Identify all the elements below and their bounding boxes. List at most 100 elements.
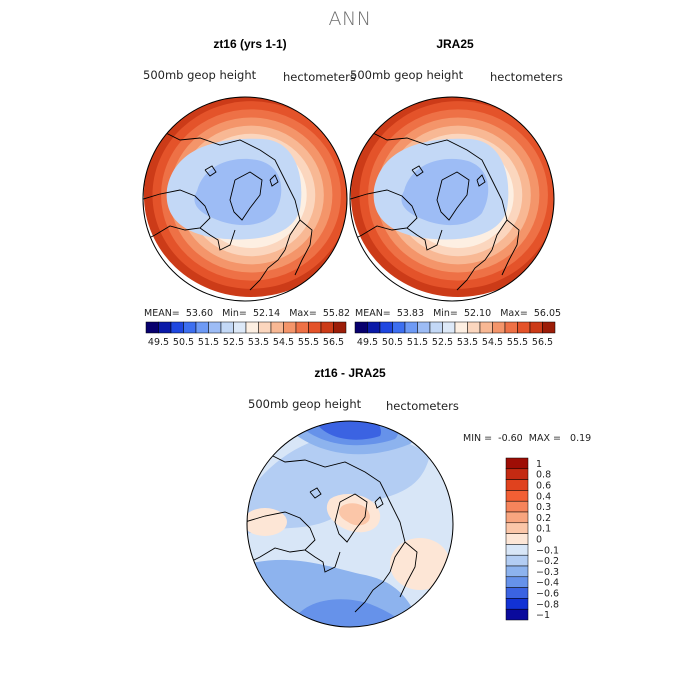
coastline <box>411 165 424 177</box>
coastline <box>159 129 301 251</box>
panel1-colorbar-tick: 51.5 <box>198 337 219 348</box>
coastline <box>334 493 368 543</box>
panel3-colorbar-tick: −0.1 <box>536 545 559 556</box>
panel3-colorbar-tick: 0.4 <box>536 491 551 502</box>
panel2-colorbar-cell <box>429 321 443 334</box>
panel3-colorbar-tick: −0.6 <box>536 589 559 600</box>
coastline <box>399 541 418 598</box>
panel3-colorbar-cell <box>505 511 529 524</box>
panel2-mean-label: MEAN= <box>355 308 391 319</box>
panel2-map-border <box>349 96 555 302</box>
coastline <box>199 227 236 251</box>
coastline <box>204 165 217 177</box>
panel3-colorbar-cell <box>505 565 529 578</box>
panel3-colorbar-cell <box>505 500 529 513</box>
panel3-min-value: -0.60 <box>498 433 523 444</box>
panel1-colorbar: 49.5 50.5 51.5 52.5 53.5 54.5 55.5 56.5 <box>145 321 347 348</box>
panel2-colorbar-tick: 49.5 <box>357 337 378 348</box>
panel2-colorbar-tick: 52.5 <box>432 337 453 348</box>
coastline <box>350 189 418 241</box>
panel2-units-label: hectometers <box>490 70 563 84</box>
panel1-colorbar-tick: 53.5 <box>248 337 269 348</box>
panel3-colorbar: 10.80.60.40.30.20.10−0.1−0.2−0.3−0.4−0.6… <box>505 457 559 621</box>
contour-band <box>247 508 287 536</box>
coastline <box>436 171 470 221</box>
panel1-stats: MEAN= 53.60 Min= 52.14 Max= 55.82 <box>144 308 350 319</box>
panel3-colorbar-tick: 1 <box>536 459 542 470</box>
coastline <box>354 571 391 613</box>
panel3-colorbar-cell <box>505 522 529 534</box>
panel1-colorbar-cell <box>258 321 272 334</box>
panel2-colorbar-tick: 54.5 <box>482 337 503 348</box>
panel1-field-label: 500mb geop height <box>143 68 257 82</box>
panel3-colorbar-cell <box>505 468 529 480</box>
panel3-colorbar-cell <box>505 587 529 599</box>
panel2-colorbar-tick: 51.5 <box>407 337 428 348</box>
panel1-title: zt16 (yrs 1-1) <box>213 37 287 51</box>
panel2-colorbar-cell <box>379 321 393 334</box>
panel2-colorbar-cell <box>504 321 518 334</box>
panel2-colorbar-cell <box>367 321 381 334</box>
panel2-colorbar-cell <box>492 321 506 334</box>
panel2-colorbar-cell <box>442 321 456 334</box>
coastline <box>374 496 384 509</box>
contour-band <box>315 421 381 440</box>
panel3-colorbar-cell <box>505 479 529 491</box>
panel1-colorbar-cell <box>158 321 172 334</box>
panel2-colorbar-cell <box>404 321 418 334</box>
panel1-map <box>143 97 347 297</box>
panel1-colorbar-cell <box>295 321 309 334</box>
panel2-colorbar-tick: 50.5 <box>382 337 403 348</box>
panel1-colorbar-cell <box>245 321 259 334</box>
coastline <box>294 219 313 276</box>
panel2-colorbar-cell <box>354 321 368 334</box>
panel1-colorbar-cell <box>183 321 197 334</box>
panel3-stats: MIN = -0.60 MAX = 0.19 <box>463 433 591 444</box>
contour-band <box>401 158 489 226</box>
panel3-map <box>247 421 453 627</box>
panel3-colorbar-tick: 0.8 <box>536 470 551 481</box>
panel3-max-value: 0.19 <box>570 433 592 444</box>
panel1-colorbar-tick: 52.5 <box>223 337 244 348</box>
panel2-stats: MEAN= 53.83 Min= 52.10 Max= 56.05 <box>355 308 561 319</box>
panel1-min-value: 52.14 <box>252 308 281 319</box>
panel1-colorbar-tick: 56.5 <box>323 337 344 348</box>
panel3-colorbar-cell <box>505 554 529 567</box>
coastline <box>456 249 493 291</box>
coastline <box>406 227 443 251</box>
panel3-colorbar-cell <box>505 598 529 610</box>
panel2-colorbar-cell <box>542 321 556 334</box>
panel1-min-label: Min= <box>222 308 247 319</box>
coastline <box>309 487 322 499</box>
panel2-colorbar: 49.5 50.5 51.5 52.5 53.5 54.5 55.5 56.5 <box>354 321 556 348</box>
contour-band <box>390 538 450 590</box>
panel2-colorbar-tick: 55.5 <box>507 337 528 348</box>
panel3-colorbar-cell <box>505 490 529 502</box>
panel3-colorbar-tick: 0.1 <box>536 524 551 535</box>
panel2-colorbar-cell <box>454 321 468 334</box>
panel3-colorbar-cell <box>505 608 529 621</box>
panel2-title: JRA25 <box>436 37 474 51</box>
coastline <box>476 174 486 187</box>
panel3-colorbar-tick: −0.4 <box>536 578 559 589</box>
panel3-colorbar-tick: −0.8 <box>536 599 559 610</box>
panel1-max-value: 55.82 <box>322 308 351 319</box>
page-title: ANN <box>328 8 372 30</box>
coastline <box>229 171 263 221</box>
coastline <box>249 249 286 291</box>
panel2-field-label: 500mb geop height <box>350 68 464 82</box>
panel1-colorbar-cell <box>333 321 347 334</box>
panel3-colorbar-tick: 0.2 <box>536 513 551 524</box>
panel2-max-label: Max= <box>500 308 528 319</box>
panel3-map-border <box>246 420 454 628</box>
panel1-colorbar-cell <box>308 321 322 334</box>
panel3-colorbar-tick: −1 <box>536 610 550 621</box>
panel1-colorbar-cell <box>195 321 209 334</box>
panel1-mean-label: MEAN= <box>144 308 180 319</box>
contour-band <box>194 158 282 226</box>
coastline <box>264 451 406 573</box>
coastline <box>501 219 520 276</box>
panel1-coastlines <box>143 129 313 291</box>
panel3-units-label: hectometers <box>386 399 459 413</box>
